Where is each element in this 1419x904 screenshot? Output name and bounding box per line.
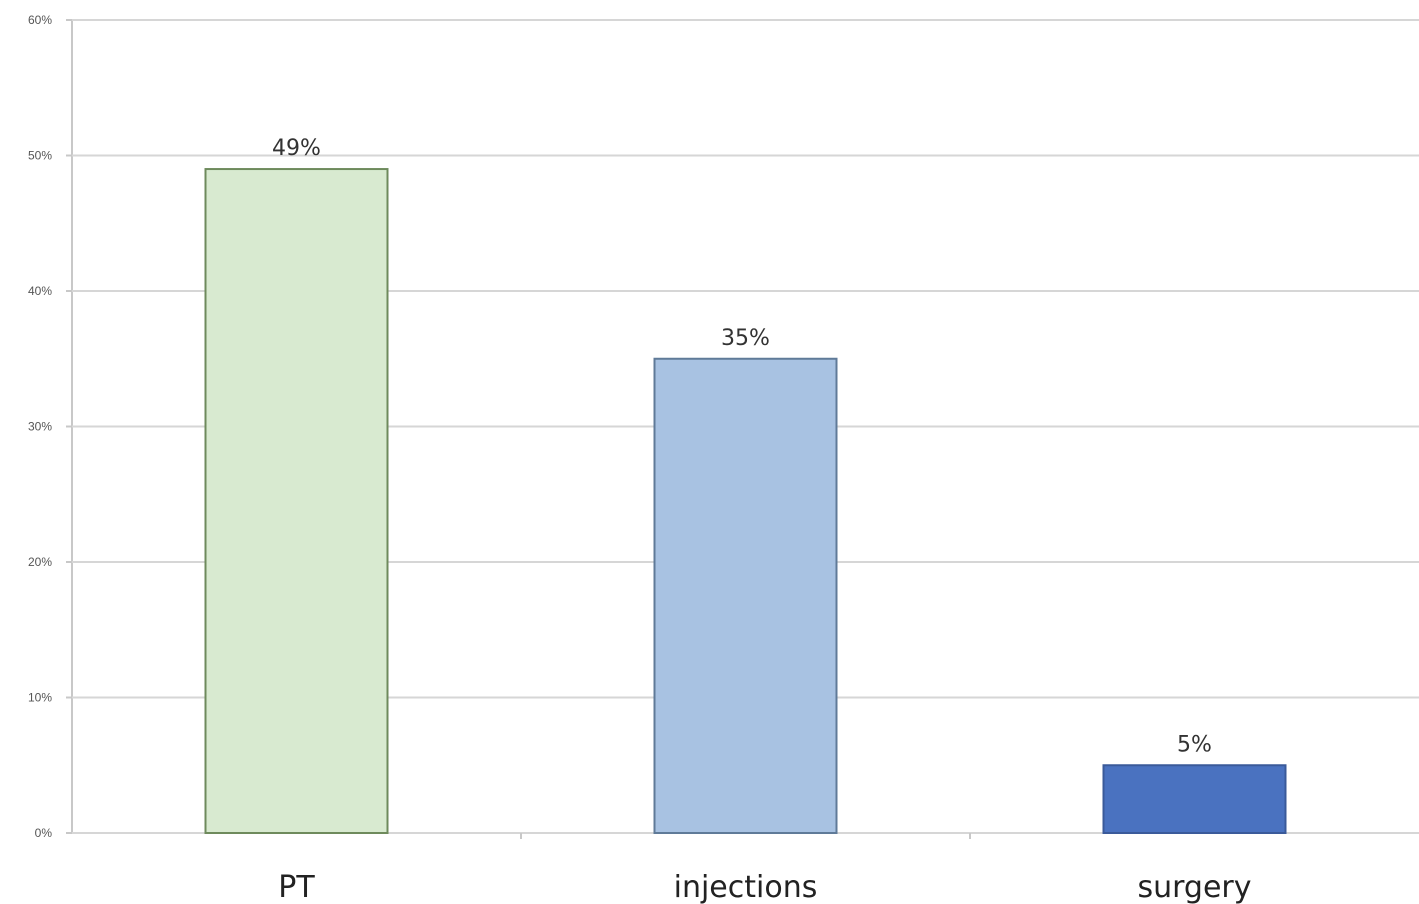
y-tick-label: 40%: [28, 284, 52, 298]
y-tick-label: 60%: [28, 13, 52, 27]
bars: [204, 168, 1287, 835]
data-label-injections: 35%: [721, 326, 770, 351]
x-category-label: surgery: [1137, 870, 1251, 904]
bar-pt: [204, 168, 389, 835]
y-tick-label: 20%: [28, 555, 52, 569]
x-category-label: injections: [674, 870, 818, 904]
y-axis-ticks: 0% 10% 20% 30% 40% 50% 60%: [28, 13, 52, 840]
y-tick-label: 50%: [28, 149, 52, 163]
data-label-surgery: 5%: [1177, 732, 1212, 757]
data-label-pt: 49%: [272, 136, 321, 161]
x-axis-categories: PT injections surgery: [278, 870, 1251, 904]
y-tick-label: 30%: [28, 420, 52, 434]
data-labels: 49% 35% 5%: [272, 136, 1212, 757]
y-tick-label: 10%: [28, 691, 52, 705]
y-tick-label: 0%: [35, 826, 53, 840]
bar-injections: [653, 357, 838, 834]
bar-surgery: [1102, 764, 1287, 834]
x-category-label: PT: [278, 870, 315, 904]
